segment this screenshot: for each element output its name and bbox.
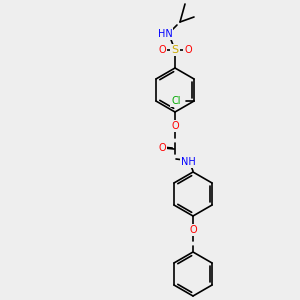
Text: O: O (158, 143, 166, 153)
Text: HN: HN (158, 29, 172, 39)
Text: O: O (184, 45, 192, 55)
Text: NH: NH (181, 157, 195, 167)
Text: O: O (171, 121, 179, 131)
Text: O: O (158, 45, 166, 55)
Text: O: O (189, 225, 197, 235)
Text: S: S (171, 45, 178, 55)
Text: Cl: Cl (171, 96, 181, 106)
